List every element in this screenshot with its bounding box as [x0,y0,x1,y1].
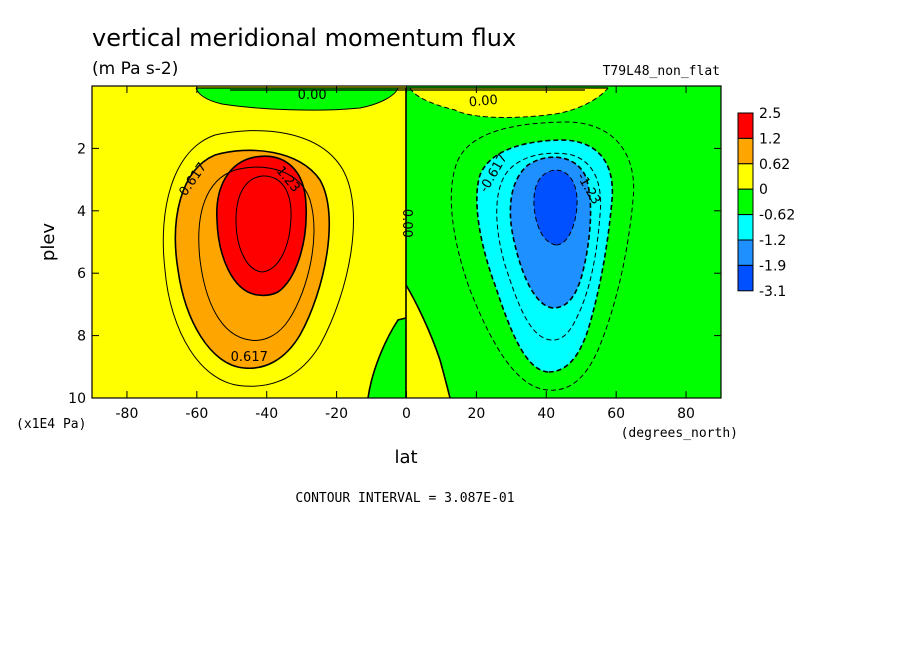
field-nh-equator-positive [406,285,450,398]
contour-label: 0.00 [468,93,498,110]
sh-contours [162,87,399,387]
x-tick-label: -20 [325,406,348,422]
y-units-label: (x1E4 Pa) [16,417,86,432]
x-units-label: (degrees_north) [621,426,738,441]
y-tick-label: 10 [68,391,86,407]
legend-label: -1.9 [759,258,786,274]
y-tick-label: 8 [77,329,86,345]
chart-title: vertical meridional momentum flux [92,24,516,52]
y-axis-ticks: 2 4 6 8 10 [68,141,721,407]
field-sh-red [216,156,307,296]
y-tick-label: 2 [77,141,86,157]
run-label: T79L48_non_flat [603,64,720,79]
x-tick-label: 0 [402,406,411,422]
x-tick-label: -60 [185,406,208,422]
color-legend: 2.5 1.2 0.62 0 -0.62 -1.2 -1.9 -3.1 [737,106,795,300]
legend-swatch [737,188,754,216]
legend-label: -3.1 [759,284,786,300]
plot-area [92,86,721,398]
legend-swatch [737,163,754,190]
legend-label: 1.2 [759,131,781,147]
contour-label: 0.617 [231,350,268,365]
legend-label: 0 [759,182,768,198]
y-tick-label: 4 [77,204,86,220]
x-tick-label: 80 [677,406,695,422]
legend-label: -1.2 [759,233,786,249]
x-axis-ticks: -80 -60 -40 -20 0 20 40 60 80 [116,86,695,422]
x-tick-label: -80 [116,406,139,422]
contour-label: 0.00 [399,209,414,238]
x-tick-label: 60 [607,406,625,422]
legend-swatch [737,239,754,266]
y-axis-label: plev [38,223,59,262]
legend-label: -0.62 [759,208,795,224]
legend-swatch [737,264,754,292]
zero-contour [367,88,451,398]
legend-swatch [737,214,754,241]
legend-swatch [737,137,754,165]
field-sh-equator-negative [368,318,406,398]
legend-swatch [737,112,754,139]
legend-label: 2.5 [759,106,781,122]
field-nh-darkblue [533,170,578,245]
nh-contours [409,87,635,391]
contour-interval: CONTOUR INTERVAL = 3.087E-01 [295,491,514,506]
chart-units: (m Pa s-2) [92,59,178,79]
field-nh-top-positive [410,88,608,118]
top-contour-band [196,87,608,91]
x-tick-label: 40 [537,406,555,422]
y-tick-label: 6 [77,266,86,282]
contour-label: 0.00 [298,88,327,103]
field-sh-top-negative [196,88,398,111]
x-axis-label: lat [394,447,417,468]
x-tick-label: -40 [255,406,278,422]
x-tick-label: 20 [467,406,485,422]
legend-label: 0.62 [759,157,790,173]
